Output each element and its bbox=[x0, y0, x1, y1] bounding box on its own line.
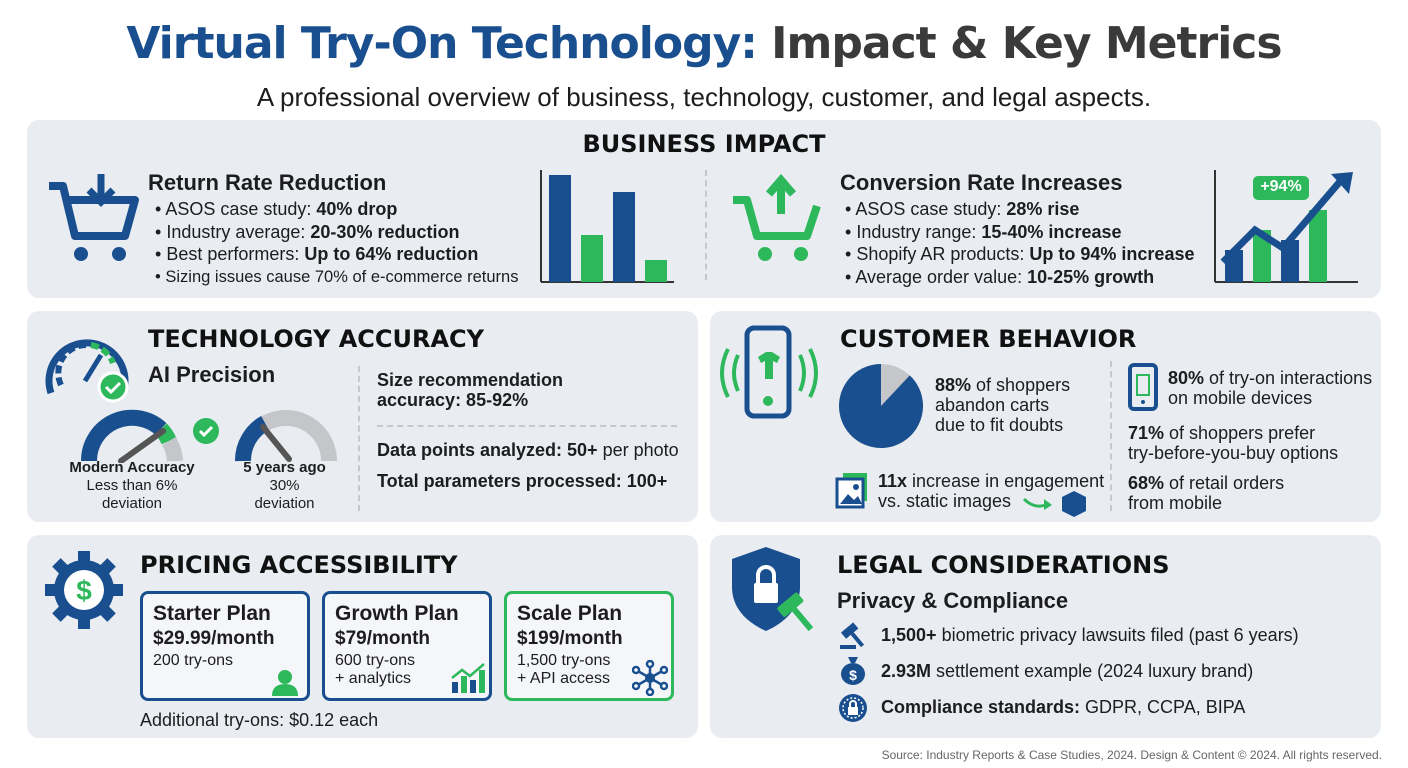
list-item: Best performers: Up to 64% reduction bbox=[155, 243, 518, 266]
cart-down-icon bbox=[49, 174, 139, 261]
list-item: ASOS case study: 40% drop bbox=[155, 198, 518, 221]
past-accuracy-gauge bbox=[234, 410, 337, 462]
divider bbox=[377, 425, 677, 427]
abandon-stat: 88% of shoppers abandon carts due to fit d… bbox=[935, 375, 1071, 435]
scale-plan-card[interactable]: Scale Plan $199/month 1,500 try-ons + API a… bbox=[504, 591, 674, 701]
page-subtitle: A professional overview of business, tec… bbox=[256, 82, 1152, 112]
bar bbox=[645, 260, 667, 282]
section-title: TECHNOLOGY ACCURACY bbox=[148, 325, 485, 353]
divider bbox=[358, 366, 360, 511]
divider bbox=[705, 170, 707, 280]
conversion-title: Conversion Rate Increases bbox=[840, 170, 1123, 195]
arrow-3d-box-icon bbox=[1022, 491, 1086, 517]
cart-abandon-pie bbox=[839, 364, 923, 448]
lawsuits-stat: 1,500+ biometric privacy lawsuits filed … bbox=[881, 625, 1299, 645]
compliance-lock-icon bbox=[839, 694, 867, 722]
list-item: Shopify AR products: Up to 94% increase bbox=[845, 243, 1194, 266]
settlement-stat: 2.93M settlement example (2024 luxury br… bbox=[881, 661, 1254, 681]
list-item: Sizing issues cause 70% of e-commerce re… bbox=[155, 266, 518, 289]
bar bbox=[1309, 210, 1327, 282]
list-item: Industry range: 15-40% increase bbox=[845, 221, 1194, 244]
speedometer-check-icon bbox=[45, 339, 129, 403]
check-icon bbox=[193, 418, 219, 444]
mobile-icon bbox=[1128, 363, 1158, 411]
money-bag-icon: $ bbox=[841, 657, 865, 685]
customer-behavior-panel: CUSTOMER BEHAVIOR 88% of shoppers abandon… bbox=[710, 311, 1381, 522]
svg-text:$: $ bbox=[849, 667, 857, 683]
prefer-stat: 71% of shoppers prefer try-before-you-buy… bbox=[1128, 423, 1339, 463]
business-impact-panel: BUSINESS IMPACT Return Rate Reduction AS… bbox=[27, 120, 1381, 298]
list-item: Average order value: 10-25% growth bbox=[845, 266, 1194, 289]
orders-stat: 68% of retail orders from mobile bbox=[1128, 473, 1285, 513]
phone-shirt-icon bbox=[720, 325, 818, 419]
list-item: Industry average: 20-30% reduction bbox=[155, 221, 518, 244]
total-parameters: Total parameters processed: 100+ bbox=[377, 471, 668, 491]
mobile-stat: 80% of try-on interactions on mobile devi… bbox=[1168, 368, 1373, 408]
past-accuracy: 5 years ago 30% deviation bbox=[243, 459, 326, 512]
pricing-panel: $ PRICING ACCESSIBILITY Starter Plan $29.… bbox=[27, 535, 698, 738]
starter-plan-card[interactable]: Starter Plan $29.99/month 200 try-ons bbox=[140, 591, 310, 701]
divider bbox=[1110, 361, 1112, 511]
image-icon bbox=[835, 473, 867, 509]
return-bar-chart bbox=[540, 170, 674, 283]
conversion-list: ASOS case study: 28% rise Industry range… bbox=[845, 198, 1194, 288]
return-rate-list: ASOS case study: 40% drop Industry avera… bbox=[155, 198, 518, 288]
ai-precision-subtitle: AI Precision bbox=[148, 362, 276, 387]
bar bbox=[613, 192, 635, 282]
growth-plan-card[interactable]: Growth Plan $79/month 600 try-ons + analyti… bbox=[322, 591, 492, 701]
page-title: Virtual Try-On Technology: Impact & Key … bbox=[126, 18, 1282, 69]
bar bbox=[1253, 230, 1271, 282]
bar bbox=[581, 235, 603, 282]
modern-accuracy: Modern Accuracy Less than 6% deviation bbox=[69, 459, 195, 512]
list-item: ASOS case study: 28% rise bbox=[845, 198, 1194, 221]
gavel-icon bbox=[840, 622, 865, 649]
section-title: PRICING ACCESSIBILITY bbox=[140, 551, 458, 579]
cart-up-icon bbox=[733, 173, 821, 261]
section-title: BUSINESS IMPACT bbox=[582, 130, 826, 158]
svg-text:$: $ bbox=[76, 575, 92, 606]
modern-accuracy-gauge bbox=[80, 409, 183, 463]
section-title: LEGAL CONSIDERATIONS bbox=[837, 551, 1170, 579]
bar bbox=[549, 175, 571, 282]
footer-source: Source: Industry Reports & Case Studies,… bbox=[881, 748, 1382, 762]
legal-panel: LEGAL CONSIDERATIONS Privacy & Complianc… bbox=[710, 535, 1381, 738]
user-icon bbox=[272, 670, 298, 696]
gear-dollar-icon: $ bbox=[43, 549, 125, 631]
additional-tryons: Additional try-ons: $0.12 each bbox=[140, 710, 379, 730]
engagement-stat: 11x increase in engagement vs. static ima… bbox=[878, 471, 1105, 511]
conversion-growth-chart bbox=[1214, 170, 1358, 283]
analytics-chart-icon bbox=[451, 663, 485, 693]
bar bbox=[1281, 240, 1299, 282]
shield-lock-gavel-icon bbox=[732, 547, 814, 632]
return-rate-title: Return Rate Reduction bbox=[148, 170, 387, 195]
privacy-subtitle: Privacy & Compliance bbox=[837, 588, 1069, 613]
size-recommendation: Size recommendation accuracy: 85-92% bbox=[377, 370, 564, 410]
compliance-stat: Compliance standards: GDPR, CCPA, BIPA bbox=[881, 697, 1246, 717]
section-title: CUSTOMER BEHAVIOR bbox=[840, 325, 1137, 353]
technology-accuracy-panel: TECHNOLOGY ACCURACY AI Precision Modern … bbox=[27, 311, 698, 522]
growth-badge: +94% bbox=[1260, 178, 1302, 195]
pie-slice-abandon bbox=[839, 364, 923, 448]
data-points: Data points analyzed: 50+ per photo bbox=[377, 440, 679, 460]
network-api-icon bbox=[632, 660, 668, 696]
